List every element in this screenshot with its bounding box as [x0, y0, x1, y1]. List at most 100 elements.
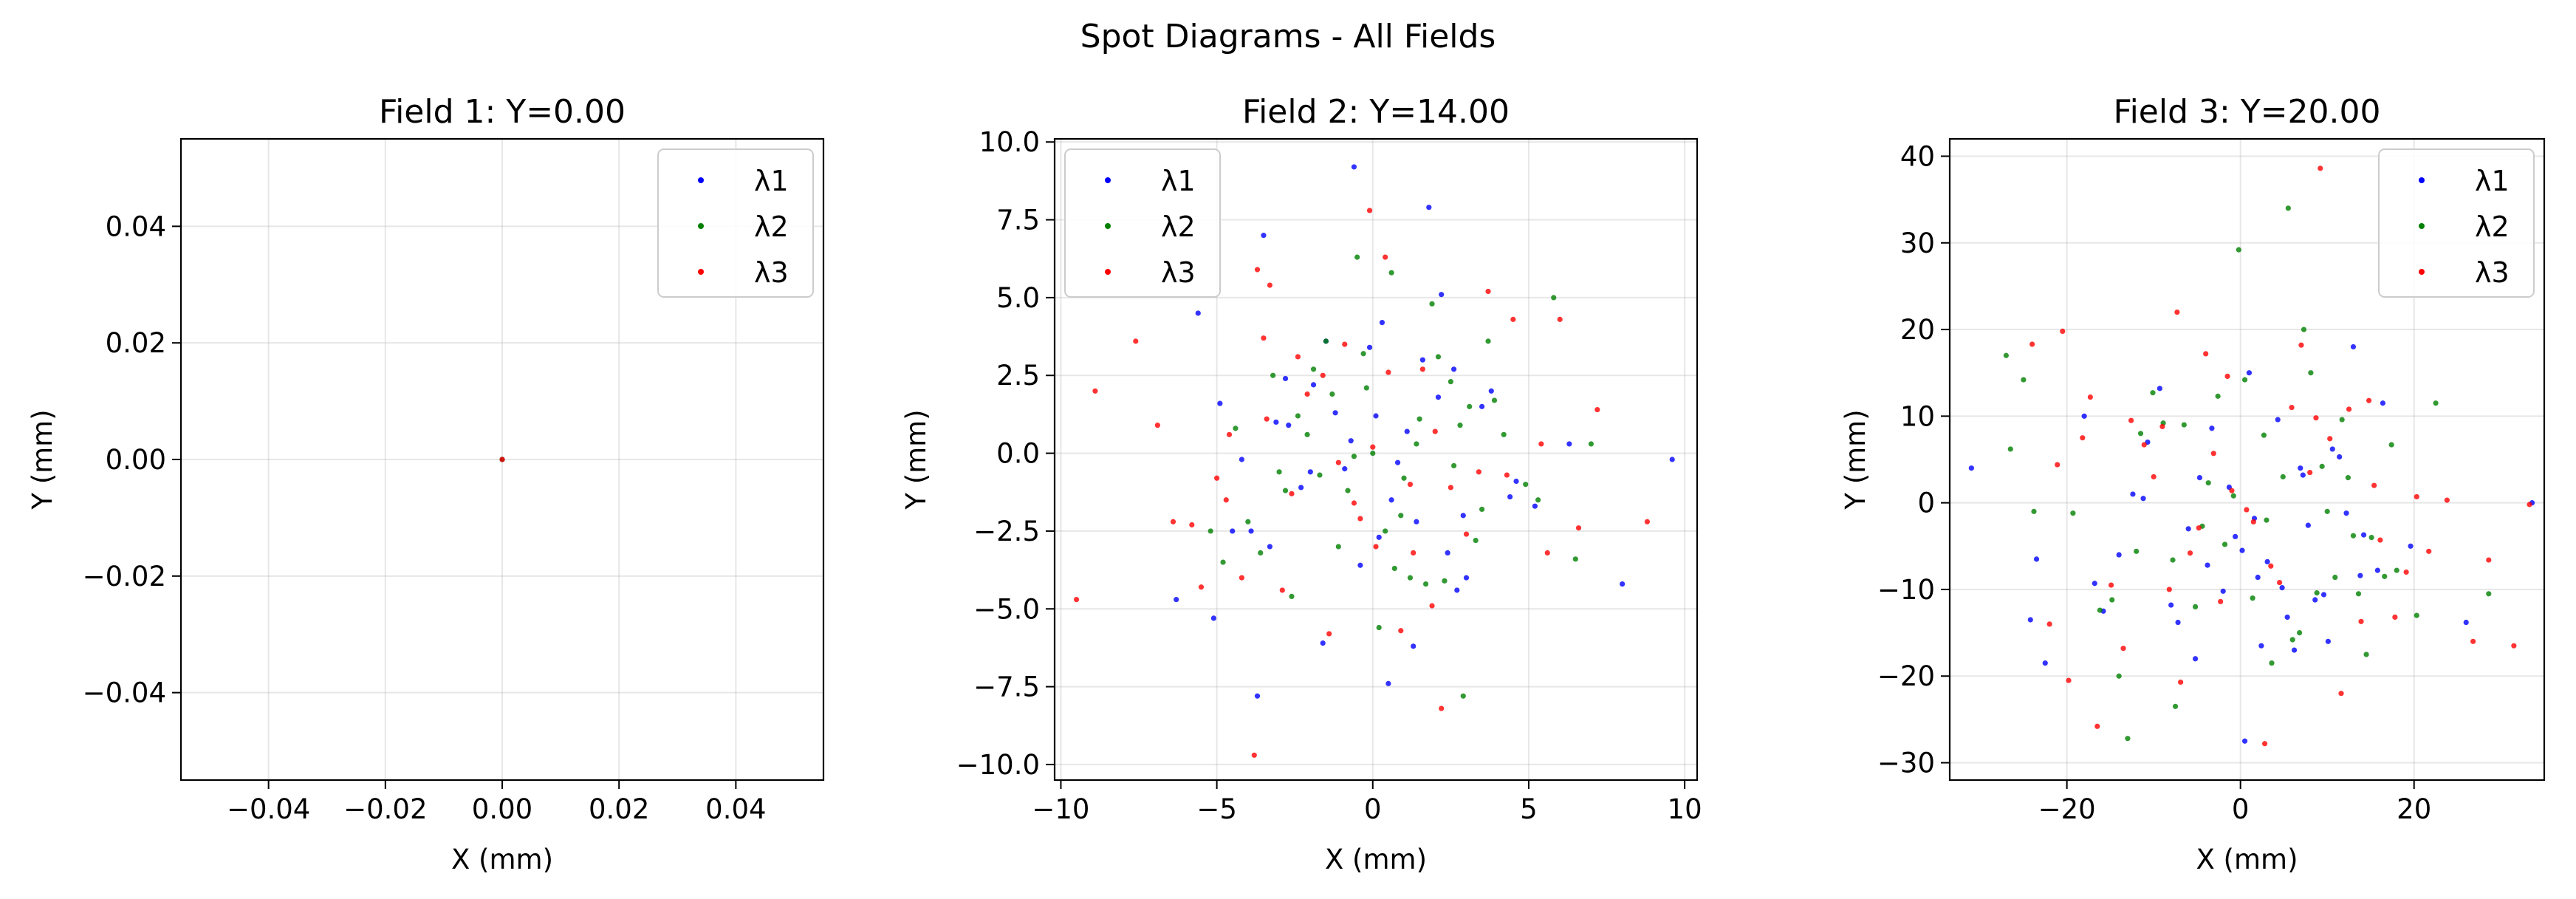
spot-point	[2318, 165, 2323, 171]
spot-point	[2134, 548, 2140, 554]
legend-marker	[2419, 177, 2425, 183]
spot-point	[1473, 537, 1479, 544]
spot-point	[1360, 351, 1366, 357]
legend-label: λ3	[1161, 256, 1196, 289]
axes-frame	[1053, 137, 1699, 782]
spot-point	[2157, 386, 2162, 392]
spot-point	[2097, 607, 2103, 613]
spot-point	[2215, 393, 2221, 399]
spot-point	[1450, 462, 1457, 469]
spot-point	[1523, 482, 1529, 488]
spot-point	[1351, 454, 1357, 459]
spot-point	[1442, 578, 1448, 584]
legend-box	[657, 148, 814, 298]
spot-point	[1335, 459, 1341, 465]
spot-point	[2269, 660, 2275, 666]
spot-point	[1419, 366, 1425, 372]
series-1	[1968, 343, 2535, 744]
spot-point	[1286, 423, 1292, 428]
spot-point	[1282, 375, 1289, 382]
spot-point	[1298, 485, 1304, 490]
spot-point	[2033, 556, 2040, 562]
spot-point	[2230, 493, 2236, 499]
spot-point	[2229, 488, 2235, 493]
spot-point	[1383, 254, 1388, 260]
x-tick-label: −0.04	[227, 793, 310, 825]
spot-point	[2486, 591, 2492, 597]
spot-point	[2081, 413, 2087, 419]
spot-point	[1373, 413, 1379, 419]
spot-point	[2241, 738, 2248, 744]
spot-point	[1295, 354, 1301, 360]
spot-point	[1245, 519, 1251, 524]
spot-point	[1445, 550, 1450, 556]
spot-point	[1544, 550, 1550, 556]
spot-point	[2289, 405, 2295, 411]
x-tick-label: 0.04	[705, 793, 766, 825]
spot-point	[2343, 510, 2349, 516]
y-tick-label: 2.5	[996, 360, 1040, 392]
spot-point	[2003, 352, 2009, 358]
spot-point	[2350, 343, 2357, 350]
spot-point	[2244, 507, 2250, 513]
spot-point	[1261, 335, 1267, 341]
spot-point	[1304, 391, 1310, 397]
spot-point	[2527, 502, 2532, 507]
spot-point	[2280, 474, 2286, 480]
spot-point	[1454, 587, 1460, 593]
spot-point	[2029, 341, 2035, 347]
spot-point	[1351, 164, 1357, 170]
spot-point	[1566, 441, 1572, 447]
spot-point	[1276, 469, 1282, 475]
spot-point	[1264, 416, 1270, 422]
legend-marker	[1105, 177, 1111, 183]
spot-point	[1501, 431, 1507, 437]
spot-point	[1385, 369, 1391, 375]
spot-point	[2463, 619, 2469, 626]
spot-point	[1485, 338, 1491, 344]
spot-point	[2329, 446, 2335, 452]
spot-point	[1345, 488, 1351, 493]
spot-point	[1226, 431, 1233, 437]
spot-point	[1463, 531, 1470, 537]
spot-point	[2382, 573, 2388, 579]
spot-point	[2339, 417, 2345, 423]
spot-point	[2388, 442, 2394, 448]
y-tick-label: 40	[1900, 140, 1935, 172]
spot-point	[2357, 572, 2363, 578]
spot-point	[2264, 558, 2270, 565]
spot-point	[1460, 513, 1466, 519]
y-tick-label: −20	[1877, 660, 1935, 692]
spot-point	[1357, 562, 1363, 568]
spot-point	[2371, 482, 2377, 488]
y-axis-label: Y (mm)	[900, 409, 932, 510]
spot-point	[1326, 631, 1332, 637]
spot-point	[1557, 316, 1563, 322]
spot-point	[2433, 400, 2439, 406]
panel-title: Field 3: Y=20.00	[2113, 93, 2380, 131]
spot-point	[2261, 432, 2267, 438]
spot-point	[2210, 451, 2216, 457]
spot-point	[1189, 522, 1195, 528]
spot-point	[1404, 428, 1410, 434]
y-tick-label: −10.0	[956, 749, 1040, 781]
x-axis-label: X (mm)	[2196, 844, 2298, 875]
spot-point	[1538, 441, 1544, 447]
spot-point	[1195, 310, 1201, 316]
spot-point	[2109, 597, 2115, 603]
spot-point	[1476, 469, 1481, 475]
spot-point	[2380, 400, 2386, 406]
spot-point	[1317, 472, 1323, 478]
series-3	[1073, 208, 1651, 758]
spot-point	[2170, 557, 2176, 563]
spot-point	[1261, 233, 1267, 239]
legend-marker	[698, 223, 704, 229]
spot-point	[1210, 615, 1216, 621]
series-1	[1174, 164, 1675, 699]
spot-point	[1214, 475, 1220, 481]
spot-point	[1507, 493, 1513, 500]
legend-label: λ1	[754, 165, 789, 197]
spot-point	[2358, 618, 2364, 624]
spot-point	[1366, 344, 1373, 350]
spot-point	[2366, 397, 2372, 403]
